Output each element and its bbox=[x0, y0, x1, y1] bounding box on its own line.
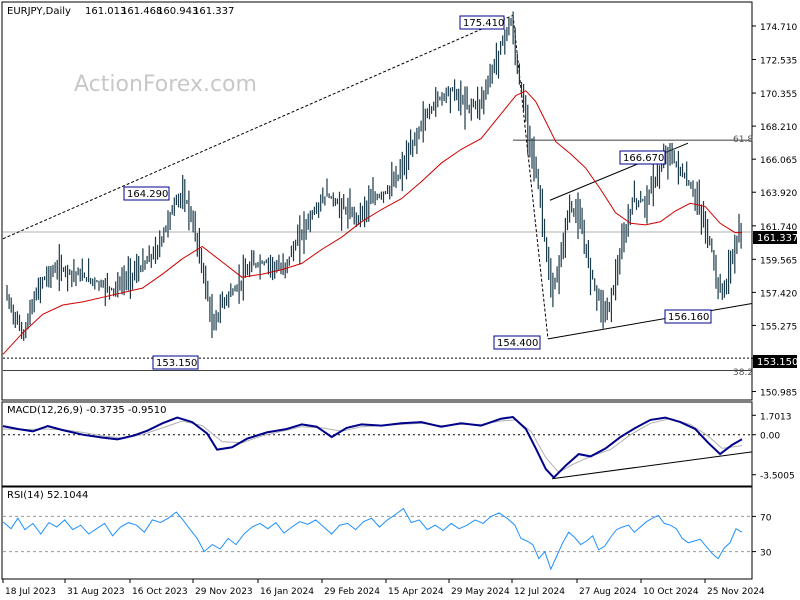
current-price-text: 161.337 bbox=[757, 233, 798, 244]
support-price-text: 153.150 bbox=[757, 357, 798, 368]
x-tick-label: 10 Oct 2024 bbox=[643, 587, 699, 597]
macd-y-tick-label: 1.7013 bbox=[760, 412, 792, 422]
price-y-tick-label: 170.355 bbox=[760, 90, 797, 100]
price-y-tick-label: 166.065 bbox=[760, 156, 797, 166]
x-tick-label: 29 Nov 2023 bbox=[195, 587, 253, 597]
dotted-trendline-up bbox=[2, 14, 514, 240]
price-panel-frame bbox=[1, 1, 753, 401]
price-y-tick-label: 168.210 bbox=[760, 123, 797, 133]
price-y-tick-label: 174.710 bbox=[760, 23, 797, 33]
price-title: EURJPY,Daily bbox=[7, 6, 71, 17]
fib-38-2-label: 38.2 bbox=[733, 368, 753, 378]
dotted-decline-line bbox=[512, 15, 549, 339]
moving-average-line bbox=[2, 90, 742, 355]
x-tick-label: 25 Nov 2024 bbox=[707, 587, 765, 597]
current-price-tag: 161.337 bbox=[753, 231, 798, 244]
annotation-175410-text: 175.410 bbox=[463, 18, 504, 29]
macd-line bbox=[2, 415, 743, 480]
annotation-164290-text: 164.290 bbox=[127, 189, 168, 200]
macd-title: MACD(12,26,9) -0.3735 -0.9510 bbox=[7, 405, 167, 416]
price-y-tick-label: 161.740 bbox=[760, 223, 797, 233]
annotation-166670-text: 166.670 bbox=[623, 153, 664, 164]
lower-channel-line bbox=[547, 302, 753, 340]
x-tick-label: 16 Oct 2023 bbox=[132, 587, 188, 597]
rsi-y-tick-label: 70 bbox=[760, 513, 772, 523]
macd-trendline bbox=[551, 451, 753, 480]
annotation-154400: 154.400 bbox=[493, 335, 541, 350]
x-tick-label: 18 Jul 2023 bbox=[5, 587, 56, 597]
x-tick-label: 29 May 2024 bbox=[451, 587, 510, 597]
price-y-tick-label: 159.565 bbox=[760, 256, 797, 266]
annotation-175410: 175.410 bbox=[459, 15, 505, 30]
price-y-tick-label: 155.275 bbox=[760, 322, 797, 332]
rsi-y-tick-label: 30 bbox=[760, 549, 772, 559]
support-price-tag: 153.150 bbox=[753, 355, 798, 368]
ohlc-close: 161.337 bbox=[193, 6, 234, 17]
annotation-154400-text: 154.400 bbox=[497, 338, 538, 349]
x-tick-label: 31 Aug 2023 bbox=[67, 587, 125, 597]
x-tick-label: 12 Jul 2024 bbox=[514, 587, 565, 597]
annotation-164290: 164.290 bbox=[123, 186, 170, 201]
macd-y-tick-label: 0.00 bbox=[760, 432, 780, 442]
rsi-title: RSI(14) 52.1044 bbox=[7, 490, 88, 501]
ohlc-high: 161.468 bbox=[121, 6, 162, 17]
price-y-tick-label: 150.985 bbox=[760, 389, 797, 399]
rsi-line bbox=[2, 507, 743, 571]
annotation-153150: 153.150 bbox=[152, 355, 199, 370]
annotation-166670: 166.670 bbox=[619, 150, 666, 165]
x-tick-label: 29 Feb 2024 bbox=[324, 587, 380, 597]
x-tick-label: 15 Apr 2024 bbox=[388, 587, 444, 597]
macd-panel-frame bbox=[1, 401, 753, 487]
annotation-156160-text: 156.160 bbox=[668, 312, 709, 323]
price-y-tick-label: 172.535 bbox=[760, 56, 797, 66]
fib-61-8-label: 61.8 bbox=[733, 135, 753, 145]
ohlc-low: 160.943 bbox=[157, 6, 198, 17]
macd-y-tick-label: -3.5005 bbox=[760, 472, 795, 482]
price-y-tick-label: 157.420 bbox=[760, 289, 797, 299]
ohlc-open: 161.013 bbox=[85, 6, 126, 17]
x-tick-label: 16 Jan 2024 bbox=[260, 587, 314, 597]
price-y-tick-label: 163.920 bbox=[760, 189, 797, 199]
annotation-153150-text: 153.150 bbox=[156, 358, 197, 369]
annotation-156160: 156.160 bbox=[664, 309, 712, 324]
rsi-panel-frame bbox=[1, 486, 753, 580]
watermark: ActionForex.com bbox=[74, 72, 257, 97]
x-tick-label: 27 Aug 2024 bbox=[579, 587, 637, 597]
